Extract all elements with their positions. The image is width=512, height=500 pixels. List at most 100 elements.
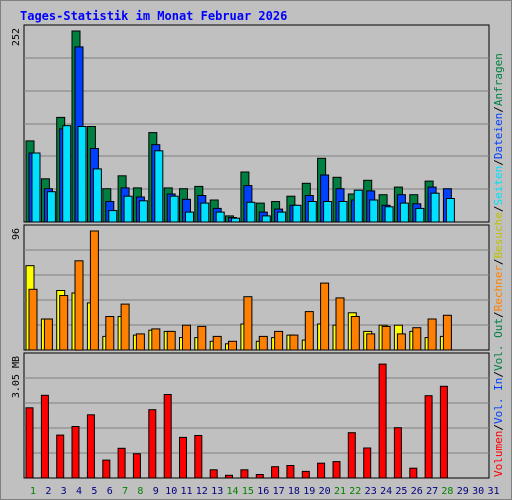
day-label-23: 23	[365, 486, 377, 497]
bar-volumen-day-15	[240, 469, 249, 479]
bar-volumen-day-2	[40, 394, 49, 479]
bar-volumen-day-13	[209, 469, 218, 479]
day-label-29: 29	[457, 486, 469, 497]
bar-rechner-day-13	[212, 335, 222, 351]
bar-rechner-day-28	[442, 314, 452, 351]
bar-rechner-day-3	[59, 295, 69, 351]
bar-seiten-day-10	[169, 195, 179, 223]
bar-rechner-day-23	[366, 333, 376, 351]
bar-rechner-day-20	[320, 282, 330, 351]
bar-rechner-day-8	[135, 333, 145, 351]
bar-volumen-day-18	[286, 465, 295, 479]
day-label-1: 1	[30, 486, 36, 497]
bar-seiten-day-26	[415, 207, 425, 223]
panel-max-label: 252	[11, 28, 22, 46]
legend-besuche: Besuche	[492, 212, 505, 259]
bar-rechner-day-22	[350, 316, 360, 351]
day-label-4: 4	[76, 486, 82, 497]
bar-rechner-day-16	[258, 335, 268, 351]
day-label-2: 2	[45, 486, 51, 497]
day-label-13: 13	[211, 486, 223, 497]
bar-rechner-day-17	[274, 330, 284, 351]
bar-seiten-day-1	[31, 152, 41, 223]
legend-sep: /	[492, 258, 505, 266]
day-label-19: 19	[303, 486, 315, 497]
legend-vol-in: Vol. In	[492, 377, 505, 425]
bar-rechner-day-12	[197, 325, 207, 351]
day-label-24: 24	[380, 486, 392, 497]
panel-visits	[23, 224, 490, 351]
bar-volumen-day-11	[179, 436, 187, 479]
day-label-10: 10	[165, 486, 177, 497]
day-label-21: 21	[334, 486, 346, 497]
legend-dateien: Dateien	[492, 112, 505, 160]
bar-seiten-day-18	[292, 204, 302, 223]
bar-seiten-day-21	[338, 201, 348, 223]
bar-rechner-day-14	[228, 340, 237, 351]
legend-sep: /	[492, 371, 505, 378]
bar-volumen-day-25	[393, 427, 402, 479]
legend-anfragen: Anfragen	[492, 53, 505, 107]
bar-volumen-day-16	[255, 474, 264, 479]
bar-seiten-day-24	[384, 206, 394, 223]
bar-seiten-day-11	[185, 211, 194, 223]
bar-volumen-day-7	[117, 447, 126, 479]
bar-volumen-day-27	[424, 395, 433, 479]
day-label-26: 26	[411, 486, 423, 497]
bar-volumen-day-23	[363, 447, 372, 479]
legend-seiten: Seiten	[492, 165, 505, 206]
bar-seiten-day-9	[154, 150, 164, 223]
bar-rechner-day-15	[243, 296, 253, 351]
day-label-25: 25	[395, 486, 407, 497]
day-label-7: 7	[122, 486, 128, 497]
bar-volumen-day-17	[271, 466, 280, 479]
bar-seiten-day-12	[200, 202, 210, 223]
day-label-30: 30	[472, 486, 484, 497]
bar-rechner-day-6	[105, 316, 115, 351]
bar-volumen-day-9	[148, 409, 157, 479]
day-label-18: 18	[288, 486, 300, 497]
bar-seiten-day-25	[399, 202, 409, 223]
bar-seiten-day-28	[445, 198, 455, 223]
bar-seiten-day-4	[77, 126, 87, 223]
bar-seiten-day-19	[307, 201, 317, 223]
day-label-31: 31	[487, 486, 499, 497]
bar-seiten-day-14	[231, 217, 240, 223]
bar-rechner-day-5	[89, 230, 99, 351]
day-label-14: 14	[226, 486, 238, 497]
panel-volume	[23, 352, 490, 479]
bar-rechner-day-2	[43, 318, 53, 351]
legend-sep: /	[492, 424, 505, 431]
panel-max-label: 3.05 MB	[11, 356, 22, 398]
bar-volumen-day-1	[25, 407, 34, 479]
day-label-16: 16	[257, 486, 269, 497]
bar-rechner-day-26	[412, 327, 422, 351]
day-label-6: 6	[107, 486, 113, 497]
bar-seiten-day-20	[323, 201, 333, 223]
day-label-3: 3	[61, 486, 67, 497]
bar-rechner-day-10	[166, 330, 176, 351]
bar-seiten-day-8	[138, 200, 148, 223]
bar-rechner-day-1	[28, 288, 38, 351]
bar-rechner-day-7	[120, 303, 130, 351]
bar-volumen-day-14	[225, 474, 233, 479]
bar-seiten-day-2	[46, 191, 56, 223]
bar-rechner-day-18	[289, 334, 299, 351]
legend-sep: /	[492, 311, 505, 319]
day-label-9: 9	[153, 486, 159, 497]
bar-rechner-day-21	[335, 297, 345, 351]
bar-seiten-day-3	[62, 125, 72, 223]
legend-sep: /	[492, 159, 505, 166]
bar-seiten-day-17	[277, 211, 287, 223]
bar-volumen-day-28	[439, 385, 448, 479]
right-legend: Volumen/Vol. In/Vol. Out/Rechner/Besuche…	[492, 25, 507, 477]
bar-volumen-day-4	[71, 426, 80, 479]
bar-volumen-day-20	[317, 462, 326, 479]
bar-volumen-day-21	[332, 461, 341, 479]
bar-seiten-day-6	[108, 210, 118, 223]
day-label-17: 17	[273, 486, 285, 497]
bar-seiten-day-7	[123, 195, 133, 223]
panel-max-label: 96	[11, 228, 22, 240]
